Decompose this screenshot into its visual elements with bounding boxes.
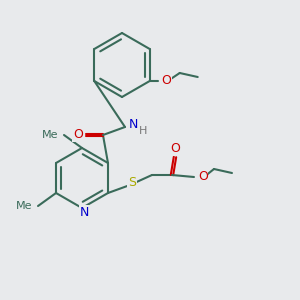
Text: O: O: [170, 142, 180, 155]
Text: Me: Me: [41, 130, 58, 140]
Text: O: O: [162, 74, 172, 88]
Text: N: N: [79, 206, 89, 218]
Text: H: H: [139, 126, 147, 136]
Text: O: O: [198, 170, 208, 184]
Text: S: S: [128, 176, 136, 190]
Text: Me: Me: [16, 201, 32, 211]
Text: O: O: [73, 128, 83, 142]
Text: N: N: [129, 118, 138, 131]
